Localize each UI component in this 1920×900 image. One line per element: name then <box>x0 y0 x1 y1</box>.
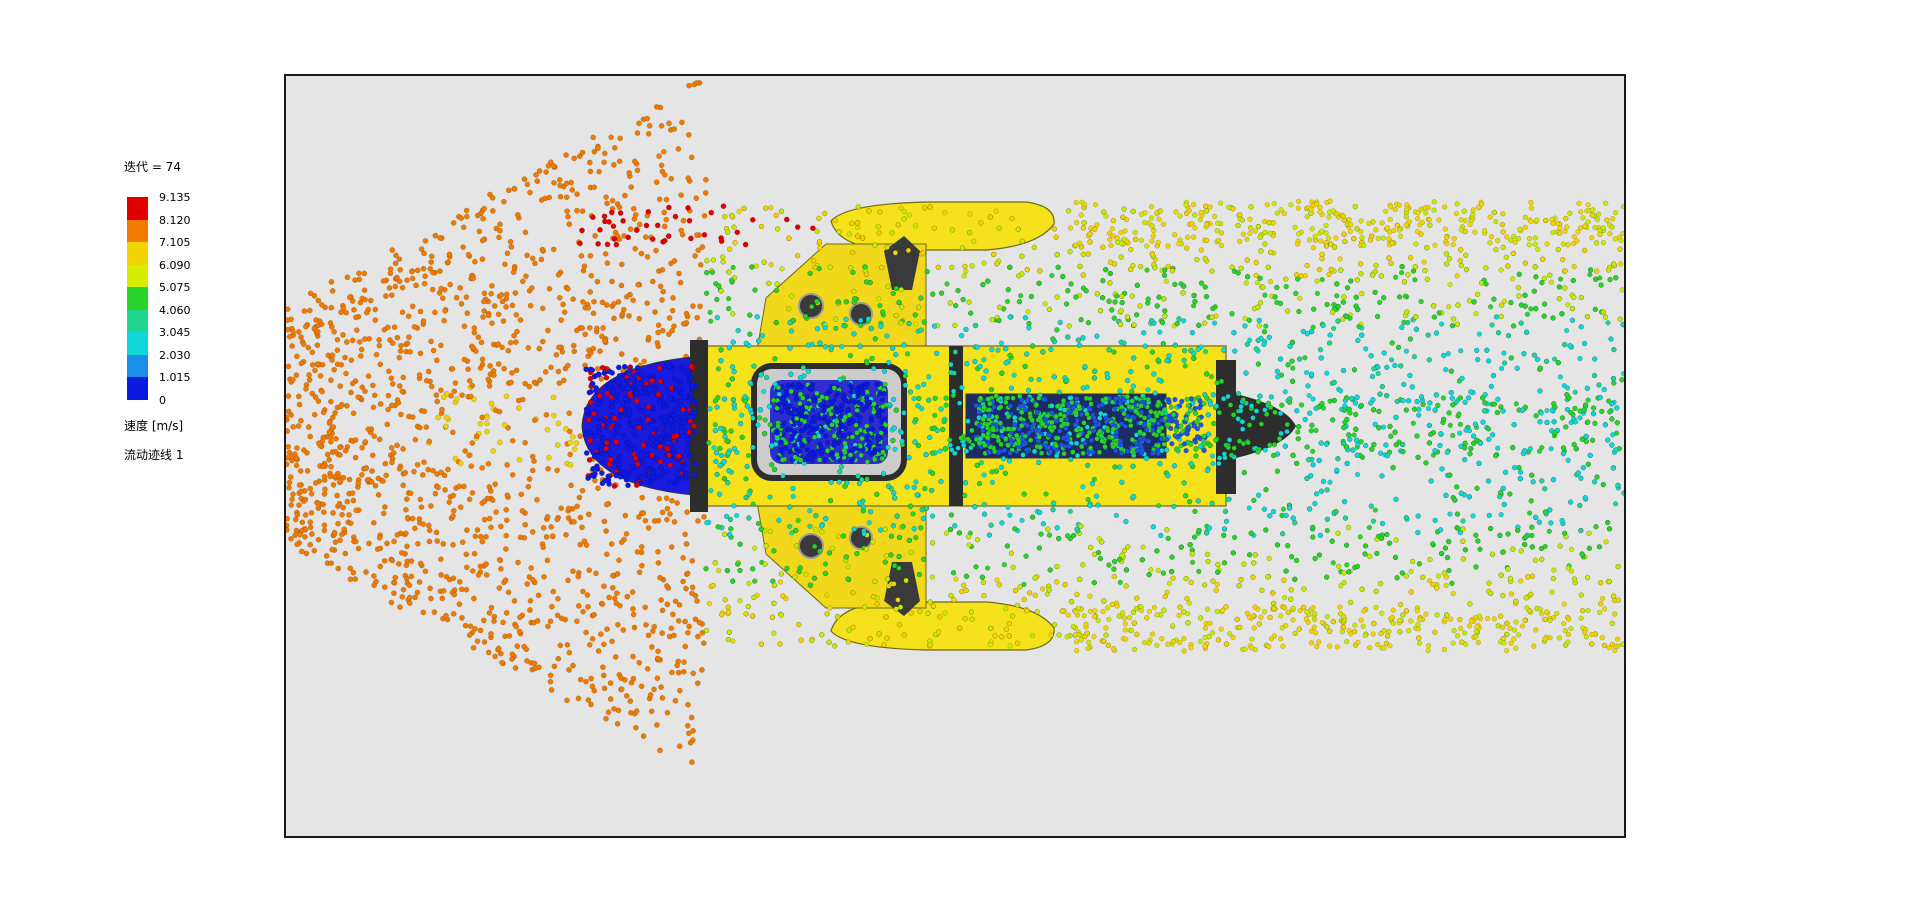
quantity-label: 速度 [m/s] <box>124 419 184 433</box>
thruster-lower-2 <box>849 526 873 550</box>
color-scale-tick: 6.090 <box>159 258 191 272</box>
color-scale-band <box>127 219 148 243</box>
mid-ring <box>949 346 963 506</box>
strut-upper <box>884 236 920 290</box>
color-scale-band <box>127 309 148 333</box>
color-scale-band <box>127 287 148 310</box>
particle-cloud-front <box>583 198 1624 654</box>
color-scale-tick: 9.135 <box>159 191 191 204</box>
iteration-label: 迭代 = 74 <box>124 160 181 174</box>
color-scale-tick: 7.105 <box>159 236 191 250</box>
flow-trajectory-scene <box>286 80 1624 765</box>
color-scale-tick: 1.015 <box>159 371 191 385</box>
color-scale-band <box>127 264 148 288</box>
strut-lower <box>884 562 920 616</box>
color-scale-tick: 4.060 <box>159 303 191 317</box>
color-scale-tick: 0 <box>159 394 166 407</box>
thruster-lower-1 <box>798 533 824 559</box>
color-scale-band <box>127 242 148 265</box>
rear-ring <box>1216 360 1236 494</box>
flow-trace-label: 流动迹线 1 <box>124 448 184 462</box>
color-scale-tick: 5.075 <box>159 281 191 295</box>
simulation-viewport[interactable] <box>284 74 1626 838</box>
front-ring <box>690 340 708 512</box>
color-scale-band <box>127 377 148 400</box>
color-scale-tick: 2.030 <box>159 348 191 362</box>
color-scale-band <box>127 354 148 378</box>
color-scale-tick: 3.045 <box>159 326 191 340</box>
color-scale-band <box>127 332 148 355</box>
color-scale-band <box>127 197 148 220</box>
color-scale-tick: 8.120 <box>159 213 191 227</box>
color-scale-bar <box>127 197 148 400</box>
